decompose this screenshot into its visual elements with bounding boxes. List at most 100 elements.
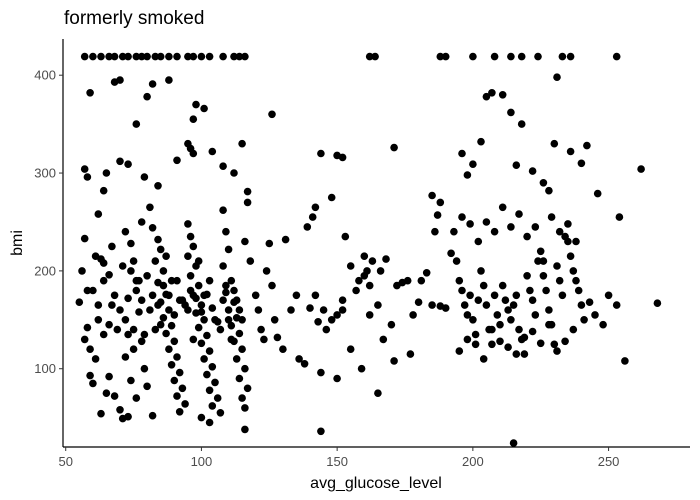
data-point xyxy=(333,374,341,383)
data-point xyxy=(452,257,461,265)
data-point xyxy=(222,288,230,297)
data-point xyxy=(458,286,466,295)
data-point xyxy=(493,311,502,319)
data-point xyxy=(205,276,214,285)
data-point xyxy=(471,340,480,349)
data-point xyxy=(224,245,233,254)
data-point xyxy=(447,249,455,258)
data-point xyxy=(127,376,135,385)
data-point xyxy=(300,360,309,368)
data-point xyxy=(94,316,103,324)
data-point xyxy=(390,143,398,152)
data-point xyxy=(208,147,217,156)
data-point xyxy=(200,355,208,363)
data-point xyxy=(132,286,141,295)
data-point xyxy=(140,364,149,373)
data-point xyxy=(99,276,108,285)
data-point xyxy=(184,220,192,228)
data-point xyxy=(238,139,246,148)
y-tick-label: 100 xyxy=(34,361,56,376)
data-point xyxy=(105,372,113,381)
data-point xyxy=(553,73,561,81)
data-point xyxy=(156,52,165,61)
data-point xyxy=(211,378,219,387)
data-point xyxy=(189,242,198,251)
data-point xyxy=(474,237,483,246)
data-point xyxy=(156,320,165,329)
data-point xyxy=(482,92,491,101)
data-point xyxy=(517,52,526,61)
data-point xyxy=(97,255,105,263)
data-point xyxy=(564,237,572,246)
data-point xyxy=(555,227,564,236)
data-point xyxy=(143,52,151,61)
data-point xyxy=(317,149,325,158)
data-point xyxy=(89,379,97,388)
data-point xyxy=(287,306,295,314)
data-point xyxy=(433,211,442,219)
data-point xyxy=(197,308,206,316)
data-point xyxy=(189,52,198,61)
data-point xyxy=(333,311,341,319)
data-point xyxy=(219,296,227,305)
data-point xyxy=(203,370,211,379)
data-point xyxy=(319,306,328,314)
data-point xyxy=(466,291,474,300)
data-point xyxy=(545,320,553,329)
data-point xyxy=(178,296,187,305)
data-point xyxy=(243,384,252,393)
data-point xyxy=(170,311,179,319)
data-point xyxy=(86,89,94,97)
data-point xyxy=(118,52,127,61)
data-point xyxy=(536,339,545,348)
data-point xyxy=(173,276,181,285)
data-point xyxy=(612,301,621,309)
data-point xyxy=(197,52,206,61)
data-point xyxy=(509,301,518,309)
data-point xyxy=(604,291,613,300)
data-point xyxy=(374,301,382,309)
data-point xyxy=(355,276,363,285)
data-point xyxy=(403,276,412,285)
data-point xyxy=(121,316,130,324)
data-point xyxy=(116,406,124,414)
data-point xyxy=(539,272,548,280)
data-point xyxy=(227,335,236,344)
y-axis-ticks: 100 200 300 400 xyxy=(34,68,63,376)
data-point xyxy=(197,339,206,348)
data-point xyxy=(173,392,181,400)
data-point xyxy=(189,335,198,344)
data-point xyxy=(197,301,206,309)
data-point xyxy=(469,316,477,324)
data-point xyxy=(129,257,138,265)
chart-title: formerly smoked xyxy=(64,8,204,29)
data-point xyxy=(192,100,200,109)
data-point xyxy=(257,325,265,334)
data-point xyxy=(409,311,417,319)
data-point xyxy=(265,239,274,248)
data-point xyxy=(365,52,374,61)
data-point xyxy=(417,276,426,285)
data-point xyxy=(360,252,369,260)
data-point xyxy=(515,325,523,334)
data-point xyxy=(205,52,214,61)
data-point xyxy=(151,325,160,334)
data-point xyxy=(441,304,450,312)
data-point xyxy=(539,179,548,187)
data-point xyxy=(121,353,130,361)
data-point xyxy=(200,316,208,324)
data-point xyxy=(458,149,466,158)
data-point xyxy=(534,257,542,265)
data-point xyxy=(374,389,382,398)
data-point xyxy=(517,120,526,128)
data-point xyxy=(507,108,515,117)
data-point xyxy=(382,255,390,263)
data-point xyxy=(165,52,173,61)
data-point xyxy=(148,291,157,300)
data-point xyxy=(512,350,521,358)
data-point xyxy=(97,409,105,418)
data-point xyxy=(110,52,119,61)
data-point xyxy=(173,52,181,61)
data-point xyxy=(173,156,181,165)
data-point xyxy=(545,306,553,314)
